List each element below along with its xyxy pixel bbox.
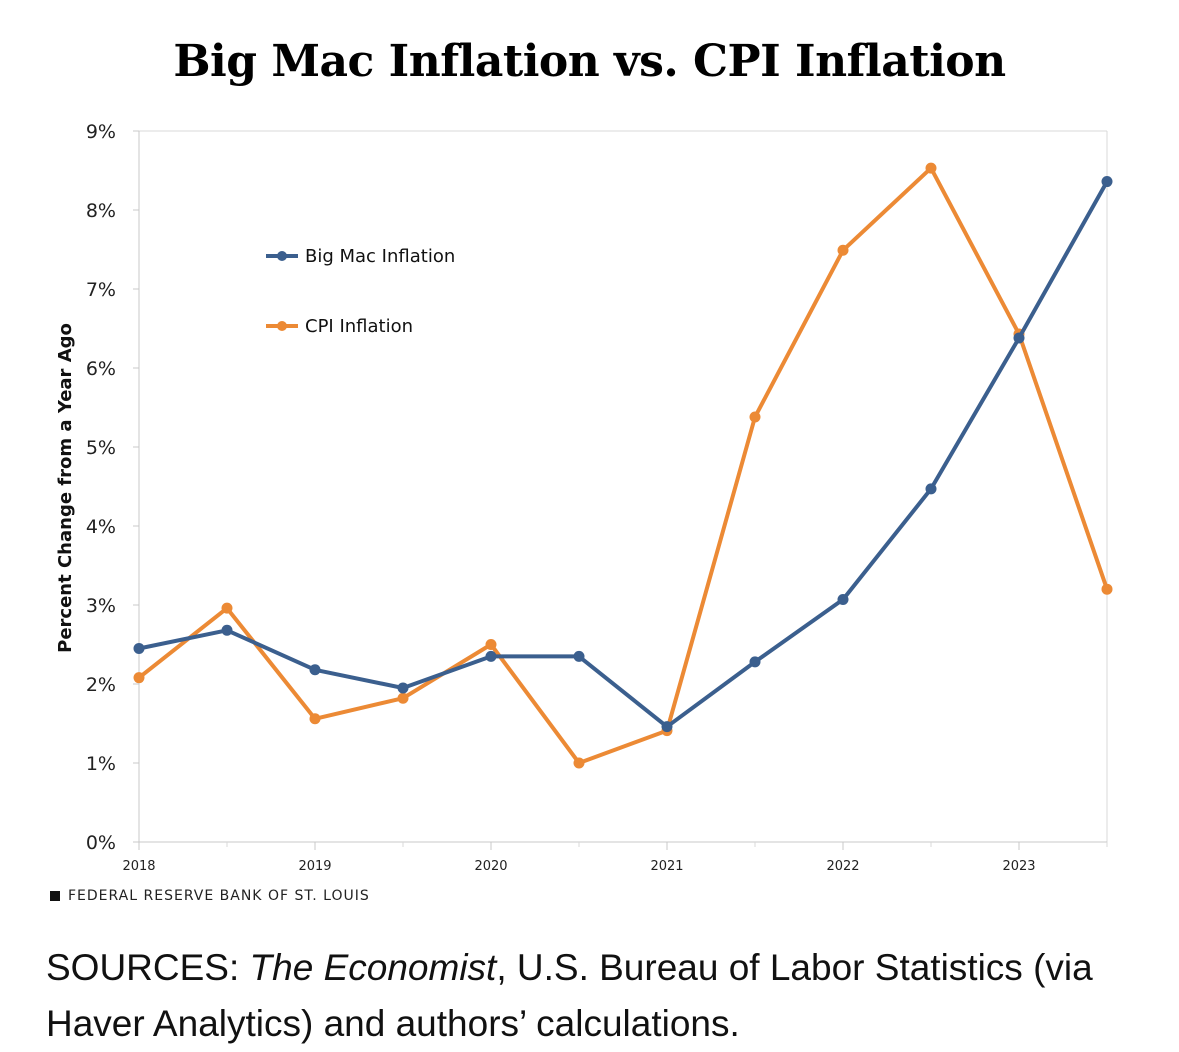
data-point (573, 757, 585, 769)
data-point (309, 664, 321, 676)
data-point (397, 692, 409, 704)
series-cpi-inflation (133, 162, 1113, 769)
data-point (573, 650, 585, 662)
y-tick-label: 7% (86, 279, 116, 301)
data-point (485, 639, 497, 650)
data-point (309, 713, 321, 725)
x-tick-label: 2020 (474, 859, 507, 874)
data-point (1013, 332, 1025, 344)
square-icon (50, 891, 60, 901)
legend-label: CPI Inflation (305, 316, 413, 337)
x-tick-label: 2023 (1002, 859, 1035, 874)
data-point (221, 602, 233, 614)
data-point (1101, 176, 1113, 188)
x-axis-ticks: 2018 2019 2020 2021 2022 2023 (122, 842, 1108, 874)
data-point (837, 244, 849, 256)
chart-title: Big Mac Inflation vs. CPI Inflation (173, 36, 1006, 87)
sources-publication: The Economist (249, 947, 497, 988)
legend-item: CPI Inflation (266, 316, 413, 337)
y-tick-label: 1% (86, 753, 116, 775)
data-point (485, 650, 497, 662)
sources-note: SOURCES: The Economist, U.S. Bureau of L… (46, 940, 1166, 1052)
data-point (661, 721, 673, 733)
y-tick-label: 4% (86, 516, 116, 538)
sources-suffix: , U.S. Bureau of Labor Statistics (via H… (46, 947, 1093, 1044)
y-axis-label: Percent Change from a Year Ago (55, 323, 76, 653)
data-point (837, 593, 849, 605)
data-point (1101, 583, 1113, 595)
y-tick-label: 0% (86, 832, 116, 854)
data-point (925, 162, 937, 174)
legend-swatch-marker (277, 321, 287, 331)
legend-swatch-marker (277, 251, 287, 261)
legend-label: Big Mac Inflation (305, 246, 455, 267)
y-tick-label: 5% (86, 437, 116, 459)
series-line (137, 179, 1109, 729)
data-point (133, 672, 145, 684)
series-layer (133, 162, 1113, 769)
x-tick-label: 2022 (826, 859, 859, 874)
data-point (749, 411, 761, 423)
legend-item: Big Mac Inflation (266, 246, 455, 267)
data-point (749, 656, 761, 668)
x-tick-label: 2018 (122, 859, 155, 874)
series-line (137, 166, 1109, 765)
y-tick-label: 2% (86, 674, 116, 696)
x-tick-label: 2021 (650, 859, 683, 874)
legend: Big Mac Inflation CPI Inflation (266, 246, 455, 337)
data-point (221, 624, 233, 636)
credit-line: FEDERAL RESERVE BANK OF ST. LOUIS (50, 888, 370, 904)
plot-frame (138, 130, 1108, 843)
y-tick-label: 3% (86, 595, 116, 617)
data-point (397, 682, 409, 694)
y-tick-label: 8% (86, 200, 116, 222)
data-point (133, 642, 145, 654)
credit-text: FEDERAL RESERVE BANK OF ST. LOUIS (68, 888, 370, 904)
y-tick-label: 6% (86, 358, 116, 380)
sources-prefix: SOURCES: (46, 947, 250, 988)
x-tick-label: 2019 (298, 859, 331, 874)
y-tick-label: 9% (86, 121, 116, 143)
series-big-mac-inflation (133, 176, 1113, 733)
y-axis-ticks: 0% 1% 2% 3% 4% 5% 6% 7% 8% 9% (86, 121, 139, 854)
data-point (925, 483, 937, 495)
